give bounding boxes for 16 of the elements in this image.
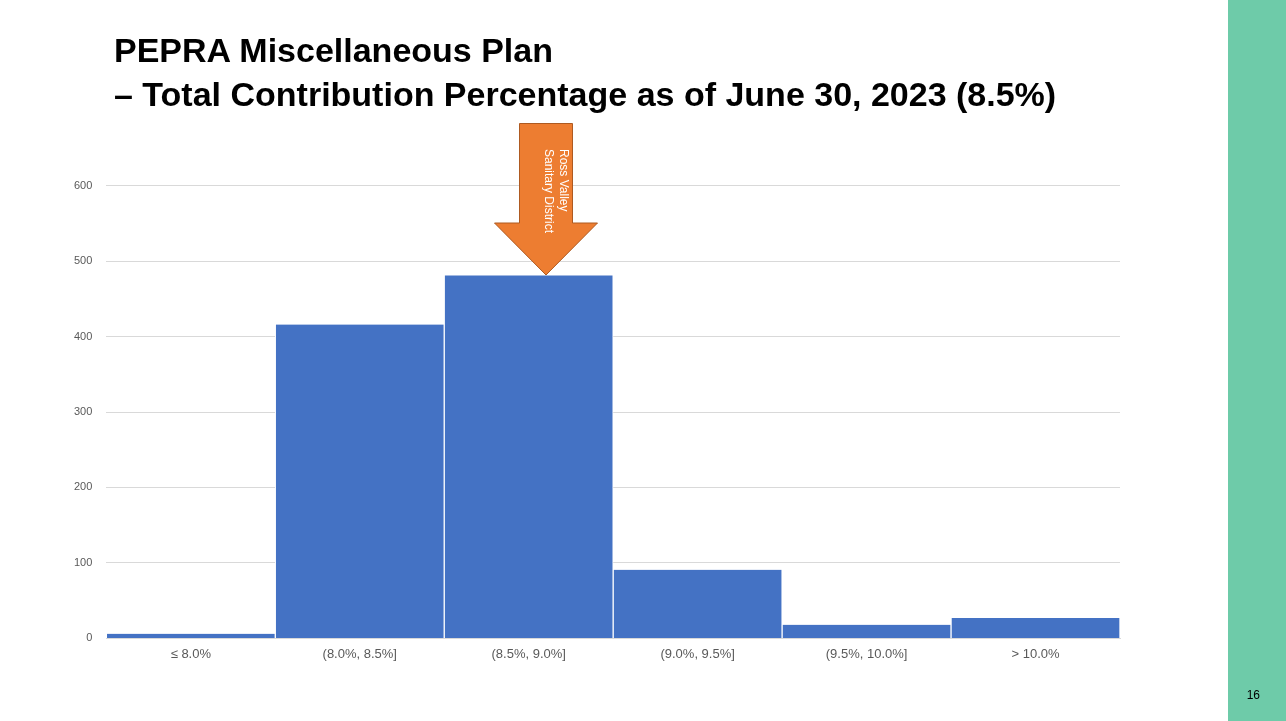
text: 16 [1246,688,1260,702]
x-tick-label: (8.5%, 9.0%] [491,645,566,661]
y-tick-label: 200 [73,480,93,493]
chart-title: PEPRA Miscellaneous Plan – Total Contribution Percentage as of June 30, 2023 (8.5%) [114,30,1057,115]
y-tick-label: 400 [73,329,93,342]
y-tick-label: 500 [73,254,93,267]
x-tick-label: (9.0%, 9.5%] [660,645,735,661]
x-tick-label: (8.0%, 8.5%] [322,645,397,661]
y-tick-label: 100 [73,555,93,568]
x-tick-label: > 10.0% [1011,645,1060,661]
y-tick-label: 600 [73,178,93,191]
y-tick-label: 0 [86,631,93,644]
x-tick-label: ≤ 8.0% [170,645,212,661]
y-tick-label: 300 [73,405,93,418]
annotation: Ross Valley Sanitary District [541,149,572,236]
x-tick-label: (9.5%, 10.0%] [825,645,908,661]
